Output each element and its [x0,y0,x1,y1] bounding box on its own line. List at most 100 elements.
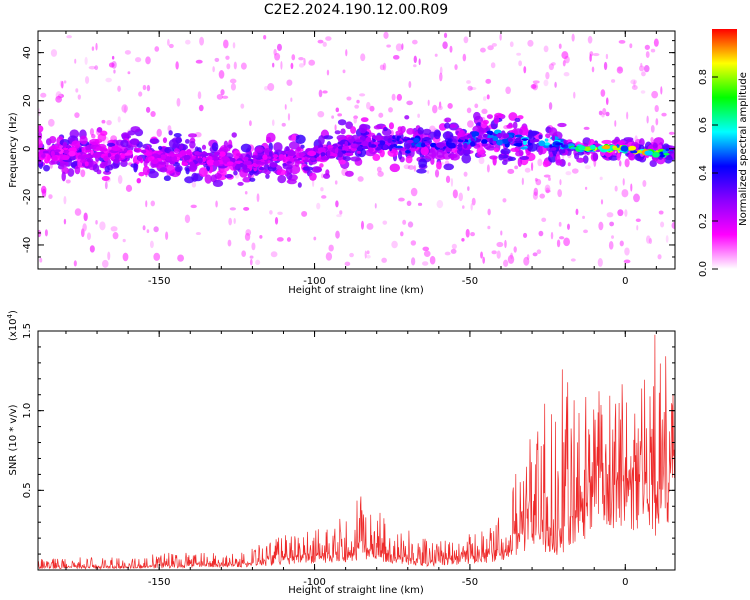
heatmap-cell [589,144,596,150]
heatmap-cell [263,34,267,40]
heatmap-cell [122,252,129,262]
heatmap-cell [601,139,613,145]
heatmap-cell [168,43,174,49]
heatmap-cell [137,155,143,162]
heatmap-cell [388,122,394,130]
heatmap-cell [467,85,473,91]
heatmap-cell [111,61,117,69]
heatmap-blobs [38,31,675,268]
heatmap-cell [481,143,489,147]
heatmap-cell [178,144,184,150]
heatmap-cell [227,144,233,149]
heatmap-cell [507,168,515,174]
heatmap-cell [356,99,360,104]
heatmap-cell [444,117,452,123]
heatmap-cell [41,188,47,198]
heatmap-cell [218,70,225,79]
heatmap-cell [510,147,520,153]
heatmap-cell [530,162,534,172]
heatmap-cell [470,137,476,142]
heatmap-cell [214,57,220,62]
heatmap-cell [334,180,338,185]
heatmap-cell [618,40,626,44]
heatmap-cell [101,259,109,268]
heatmap-cell [382,220,388,225]
heatmap-cell [379,64,385,71]
heatmap-cell [427,99,430,106]
heatmap-cell [447,102,453,109]
heatmap-cell [286,79,293,86]
heatmap-cell [671,221,675,230]
heatmap-cell [185,39,191,45]
heatmap-cell [478,156,485,165]
heatmap-cell [467,120,474,128]
heatmap-cell [467,186,470,191]
heatmap-cell [388,107,393,113]
heatmap-cell [79,135,88,145]
heatmap-cell [104,181,108,190]
heatmap-cell [74,165,81,175]
heatmap-cell [629,43,633,49]
heatmap-cell [401,43,404,51]
heatmap-cell [543,45,549,53]
heatmap-cell [558,148,566,154]
heatmap-cell [555,159,563,166]
heatmap-cell [554,81,557,88]
heatmap-cell [654,105,659,113]
heatmap-cell [567,223,570,230]
heatmap-cell [447,138,452,143]
heatmap-cell [500,148,511,155]
heatmap-cell [150,200,156,207]
heatmap-cell [88,160,94,168]
heatmap-cell [519,155,530,161]
heatmap-cell [176,97,181,107]
heatmap-cell [138,171,145,177]
heatmap-cell [405,150,411,154]
heatmap-cell [237,181,244,186]
heatmap-cell [318,135,325,146]
heatmap-cell [435,161,441,170]
heatmap-cell [462,53,467,62]
heatmap-cell [103,155,109,162]
heatmap-cell [298,56,304,61]
heatmap-cell [538,134,543,140]
heatmap-cell [165,231,169,240]
heatmap-cell [452,189,458,199]
heatmap-cell [517,157,523,167]
heatmap-cell [360,220,364,230]
heatmap-cell [68,150,76,157]
heatmap-cell [602,107,607,116]
heatmap-cell [509,41,514,48]
heatmap-cell [322,90,328,94]
colorbar-tick-label: 0.0 [698,261,709,277]
heatmap-cell [309,172,317,181]
heatmap-cell [417,127,424,135]
heatmap-cell [434,169,440,178]
heatmap-cell [496,241,504,248]
heatmap-cell [63,196,67,205]
heatmap-cell [411,257,416,266]
heatmap-cell [633,80,636,88]
colorbar-label: Normalized spectral amplitude [738,72,749,226]
snr-x-axis: -150 -100 -50 0 [65,331,657,588]
heatmap-cell [335,200,339,208]
heatmap-cell [605,53,609,60]
heatmap-cell [123,152,133,156]
heatmap-cell [364,250,367,259]
heatmap-cell [190,204,197,209]
heatmap-cell [232,42,236,49]
heatmap-cell [514,165,519,170]
heatmap-cell [420,146,429,156]
heatmap-cell [186,149,192,156]
heatmap-cell [502,133,510,139]
heatmap-cell [606,212,614,218]
heatmap-cell [482,256,486,264]
heatmap-cell [74,58,77,64]
heatmap-cell [478,127,484,137]
heatmap-cell [361,141,371,146]
heatmap-cell [605,97,609,106]
heatmap-cell [220,89,225,96]
heatmap-cell [522,139,527,146]
heatmap-cell [313,236,317,241]
heatmap-cell [500,230,503,236]
